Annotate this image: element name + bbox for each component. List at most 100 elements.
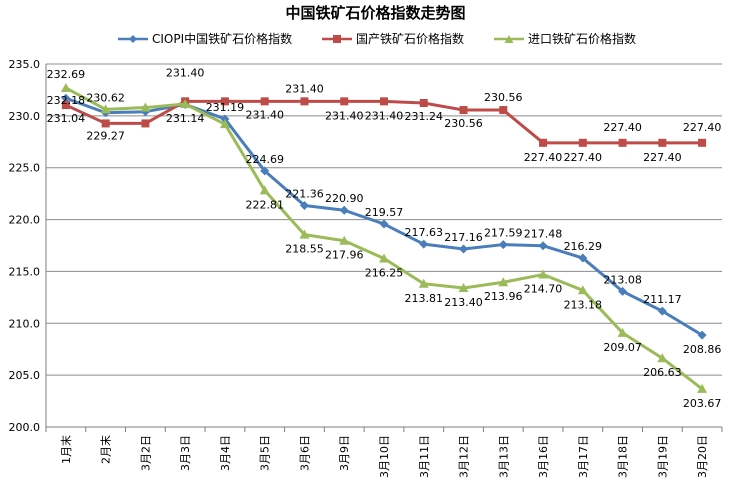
data-label: 219.57 <box>365 206 404 219</box>
data-point <box>101 119 110 128</box>
data-label: 209.07 <box>603 341 642 354</box>
data-point <box>657 353 668 363</box>
data-label: 222.81 <box>245 198 284 211</box>
data-point <box>538 241 548 251</box>
data-point <box>617 327 628 337</box>
data-point <box>658 138 667 147</box>
data-label: 217.96 <box>325 249 364 262</box>
x-tick-label: 3月5日 <box>259 435 272 471</box>
data-point <box>220 114 230 124</box>
legend-marker-square-icon <box>322 34 352 43</box>
y-tick-label: 220.0 <box>9 214 41 227</box>
legend-marker-triangle-icon <box>494 34 524 43</box>
data-label: 232.69 <box>47 68 86 81</box>
data-point <box>458 283 469 293</box>
x-tick-label: 3月13日 <box>497 435 510 478</box>
data-point <box>339 235 350 245</box>
y-tick-label: 210.0 <box>9 317 41 330</box>
data-point <box>578 138 587 147</box>
data-point <box>180 99 191 109</box>
data-point <box>300 97 309 106</box>
data-point <box>697 330 707 340</box>
data-label: 231.40 <box>325 109 364 122</box>
data-label: 213.18 <box>564 298 603 311</box>
y-tick-label: 205.0 <box>9 369 41 382</box>
data-point <box>260 166 270 176</box>
x-tick-label: 3月2日 <box>139 435 152 471</box>
data-point <box>299 229 310 239</box>
data-point <box>498 277 509 287</box>
data-label: 227.40 <box>564 151 603 164</box>
data-label: 230.62 <box>86 91 125 104</box>
data-point <box>418 278 429 288</box>
data-point <box>419 98 428 107</box>
data-label: 203.67 <box>683 397 722 410</box>
chart-title: 中国铁矿石价格指数走势图 <box>285 4 466 22</box>
data-label: 213.40 <box>444 296 483 309</box>
data-label: 231.19 <box>206 101 245 114</box>
x-tick-label: 3月19日 <box>656 435 669 478</box>
data-label: 231.40 <box>166 66 205 79</box>
data-point <box>260 97 269 106</box>
legend-marker-diamond-icon <box>118 34 148 43</box>
data-point <box>697 383 708 393</box>
data-label: 231.14 <box>166 112 205 125</box>
data-point <box>339 205 349 215</box>
data-label: 227.40 <box>683 121 722 134</box>
data-label: 231.40 <box>285 82 324 95</box>
data-label: 216.25 <box>365 266 404 279</box>
data-point <box>698 138 707 147</box>
data-label: 211.17 <box>643 293 682 306</box>
data-label: 217.16 <box>444 231 483 244</box>
x-tick-label: 3月10日 <box>378 435 391 478</box>
data-point <box>259 185 270 195</box>
x-tick-label: 3月4日 <box>219 435 232 471</box>
legend-item-domestic: 国产铁矿石价格指数 <box>322 30 464 47</box>
y-tick-label: 215.0 <box>9 265 41 278</box>
data-label: 213.96 <box>484 290 523 303</box>
data-point <box>141 119 150 128</box>
legend-label-domestic: 国产铁矿石价格指数 <box>356 32 465 46</box>
data-point <box>61 101 70 110</box>
chart-legend: CIOPI中国铁矿石价格指数 国产铁矿石价格指数 进口铁矿石价格指数 <box>0 30 751 50</box>
data-point <box>380 97 388 106</box>
data-point <box>539 138 548 147</box>
data-label: 231.04 <box>47 112 86 125</box>
data-point <box>657 306 667 316</box>
data-label: 221.36 <box>285 187 324 200</box>
data-label: 232.18 <box>47 94 86 107</box>
x-tick-label: 1月末 <box>59 435 73 464</box>
data-point <box>618 286 628 296</box>
data-label: 213.08 <box>603 273 642 286</box>
data-label: 231.24 <box>405 110 444 123</box>
y-tick-label: 235.0 <box>9 58 41 71</box>
data-point <box>578 253 588 263</box>
data-point <box>499 106 508 115</box>
legend-item-ciopi: CIOPI中国铁矿石价格指数 <box>118 30 292 47</box>
x-tick-label: 3月17日 <box>577 435 590 478</box>
data-label: 206.63 <box>643 366 682 379</box>
data-label: 231.40 <box>245 108 284 121</box>
data-label: 230.56 <box>444 117 483 130</box>
data-point <box>340 97 349 106</box>
y-tick-label: 225.0 <box>9 162 41 175</box>
data-label: 217.59 <box>484 227 523 240</box>
y-tick-label: 200.0 <box>9 421 41 434</box>
data-point <box>219 119 230 129</box>
data-label: 227.40 <box>643 151 682 164</box>
data-point <box>538 269 549 279</box>
x-tick-label: 3月11日 <box>418 435 431 478</box>
x-tick-label: 3月16日 <box>537 435 550 478</box>
data-point <box>577 285 588 295</box>
data-label: 217.63 <box>405 226 444 239</box>
y-tick-label: 230.0 <box>9 110 41 123</box>
data-label: 217.48 <box>524 228 563 241</box>
data-label: 229.27 <box>86 129 125 142</box>
data-label: 213.81 <box>405 292 444 305</box>
data-label: 224.69 <box>245 153 284 166</box>
x-tick-label: 3月20日 <box>696 435 709 478</box>
data-point <box>61 93 71 103</box>
data-label: 227.40 <box>524 151 563 164</box>
x-tick-label: 2月末 <box>99 435 113 464</box>
